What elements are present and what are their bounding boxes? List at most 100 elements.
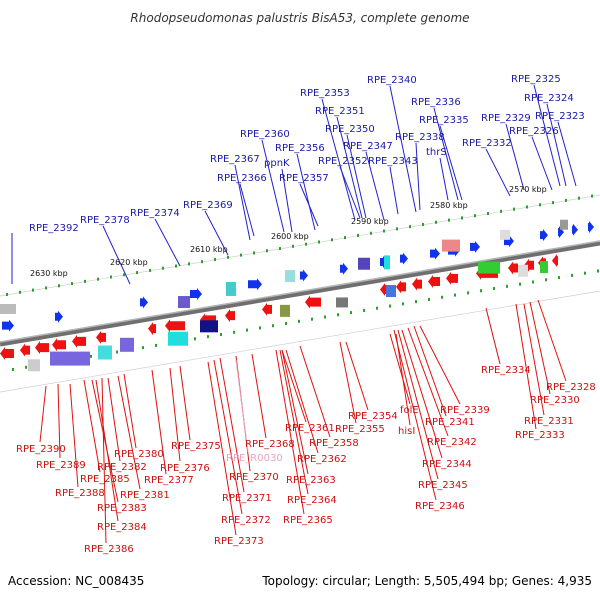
genome-title: Rhodopseudomonas palustris BisA53, compl… <box>130 11 469 25</box>
reverse-gene-arrow <box>262 302 272 316</box>
forward-leader-line <box>439 125 463 201</box>
tick-mark <box>441 295 443 299</box>
reverse-gene-arrow <box>428 274 440 288</box>
gene-label: RPE_2341 <box>425 417 475 428</box>
tick-mark <box>337 313 339 317</box>
gene-label: RPE_2335 <box>419 115 469 126</box>
gene-label: RPE_2329 <box>481 113 531 124</box>
tick-mark <box>318 240 320 244</box>
rna-gene-label: RPE_R0030 <box>226 453 283 464</box>
gene-label: RPE_2339 <box>440 405 490 416</box>
domain-block <box>285 270 295 283</box>
tick-mark <box>383 229 385 233</box>
forward-gene-arrow <box>140 296 148 309</box>
gene-label: RPE_2388 <box>55 488 105 499</box>
tick-mark <box>539 203 541 207</box>
tick-mark <box>253 251 255 255</box>
reverse-leader-line <box>213 359 243 515</box>
gene-label: RPE_2350 <box>325 124 375 135</box>
tick-mark <box>565 198 567 202</box>
gene-label: RPE_2383 <box>97 503 147 514</box>
forward-gene-arrow <box>400 252 408 265</box>
domain-block <box>336 297 348 308</box>
tick-mark <box>201 260 203 264</box>
reverse-leader-line <box>529 301 551 395</box>
tick-mark <box>526 205 528 209</box>
forward-leader-line <box>505 123 525 191</box>
forward-gene-arrow <box>588 221 594 234</box>
gene-label: RPE_2389 <box>36 460 86 471</box>
gene-label: ppnK <box>264 158 290 169</box>
kbp-label: 2620 kbp <box>110 258 148 267</box>
domain-block <box>0 304 16 314</box>
kbp-label: 2600 kbp <box>271 232 309 241</box>
reverse-gene-arrow <box>225 309 235 323</box>
gene-label: RPE_2364 <box>287 495 337 506</box>
tick-mark <box>84 279 86 283</box>
forward-leader-line <box>336 116 363 219</box>
forward-leader-line <box>557 121 577 187</box>
tick-mark <box>220 332 222 336</box>
forward-leader-line <box>299 183 319 227</box>
gene-label: RPE_2382 <box>97 462 147 473</box>
domain-block <box>98 345 112 360</box>
gene-label: RPE_2380 <box>114 449 164 460</box>
gene-label: RPE_2355 <box>335 424 385 435</box>
gene-label: RPE_2361 <box>285 423 335 434</box>
tick-mark <box>71 282 73 286</box>
tick-mark <box>376 306 378 310</box>
domain-block <box>200 320 218 333</box>
tick-mark <box>350 311 352 315</box>
forward-gene-arrow <box>340 262 348 275</box>
gene-label: RPE_2381 <box>120 490 170 501</box>
tick-mark <box>506 284 508 288</box>
tick-mark <box>532 280 534 284</box>
tick-mark <box>233 330 235 334</box>
domain-block <box>280 304 290 317</box>
tick-mark <box>331 238 333 242</box>
tick-mark <box>32 288 34 292</box>
gene-label: RPE_2345 <box>418 480 468 491</box>
gene-label: RPE_2358 <box>309 438 359 449</box>
reverse-leader-line <box>401 329 443 459</box>
gene-label: RPE_2328 <box>546 382 596 393</box>
domain-block <box>500 229 510 240</box>
forward-gene-labels: RPE_2392 RPE_2378 RPE_2374 RPE_2369 RPE_… <box>29 74 585 234</box>
tick-mark <box>545 278 547 282</box>
domain-block <box>478 261 500 274</box>
reverse-gene-arrow <box>508 261 518 275</box>
reverse-gene-arrow <box>96 330 106 344</box>
tick-mark <box>552 201 554 205</box>
tick-mark <box>324 315 326 319</box>
forward-gene-arrow <box>55 310 63 323</box>
gene-label: RPE_2344 <box>422 459 472 470</box>
tick-mark <box>344 236 346 240</box>
gene-label: RPE_2370 <box>229 472 279 483</box>
forward-leader-line <box>389 85 417 213</box>
forward-gene-arrow <box>430 247 440 260</box>
gene-label: RPE_2356 <box>275 143 325 154</box>
reverse-leader-line <box>95 379 119 522</box>
tick-mark <box>279 247 281 251</box>
forward-leader-line <box>261 139 285 233</box>
tick-mark <box>142 346 144 350</box>
reverse-leader-line <box>285 349 319 454</box>
domain-block <box>28 359 40 372</box>
domain-block <box>518 264 528 277</box>
reverse-gene-arrow <box>396 280 406 294</box>
gene-label: RPE_2386 <box>84 544 134 555</box>
reverse-leader-line <box>397 329 439 480</box>
gene-label: hisI <box>398 426 415 437</box>
domain-block <box>386 285 396 298</box>
forward-leader-line <box>365 151 385 221</box>
tick-mark <box>584 271 586 275</box>
forward-leader-line <box>204 210 229 256</box>
gene-label: RPE_2334 <box>481 365 531 376</box>
reverse-leader-line <box>389 333 411 405</box>
tick-mark <box>597 269 599 273</box>
reverse-leader-line <box>523 303 545 416</box>
reverse-leader-line <box>69 383 79 488</box>
gene-label: RPE_2376 <box>160 463 210 474</box>
tick-mark <box>428 297 430 301</box>
domain-block <box>178 296 190 309</box>
